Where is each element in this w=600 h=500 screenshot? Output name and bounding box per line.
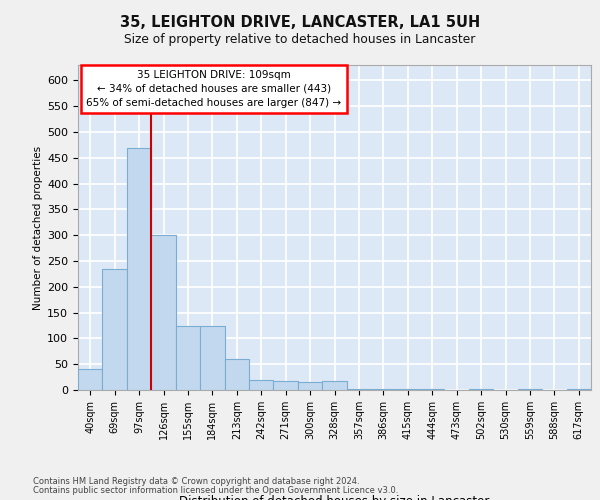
Text: Contains public sector information licensed under the Open Government Licence v3: Contains public sector information licen… — [33, 486, 398, 495]
Bar — [176, 326, 200, 390]
X-axis label: Distribution of detached houses by size in Lancaster: Distribution of detached houses by size … — [179, 494, 490, 500]
Bar — [224, 359, 249, 390]
Text: 35, LEIGHTON DRIVE, LANCASTER, LA1 5UH: 35, LEIGHTON DRIVE, LANCASTER, LA1 5UH — [120, 15, 480, 30]
Bar — [127, 148, 151, 390]
Bar — [274, 380, 298, 390]
Bar — [298, 382, 322, 390]
Bar — [200, 326, 224, 390]
Bar — [322, 381, 347, 390]
Bar — [78, 370, 103, 390]
Bar — [249, 380, 274, 390]
Bar — [347, 389, 371, 390]
Bar — [103, 269, 127, 390]
Y-axis label: Number of detached properties: Number of detached properties — [33, 146, 43, 310]
Text: 35 LEIGHTON DRIVE: 109sqm
← 34% of detached houses are smaller (443)
65% of semi: 35 LEIGHTON DRIVE: 109sqm ← 34% of detac… — [86, 70, 341, 108]
Text: Size of property relative to detached houses in Lancaster: Size of property relative to detached ho… — [124, 34, 476, 46]
Text: Contains HM Land Registry data © Crown copyright and database right 2024.: Contains HM Land Registry data © Crown c… — [33, 477, 359, 486]
Bar — [151, 235, 176, 390]
